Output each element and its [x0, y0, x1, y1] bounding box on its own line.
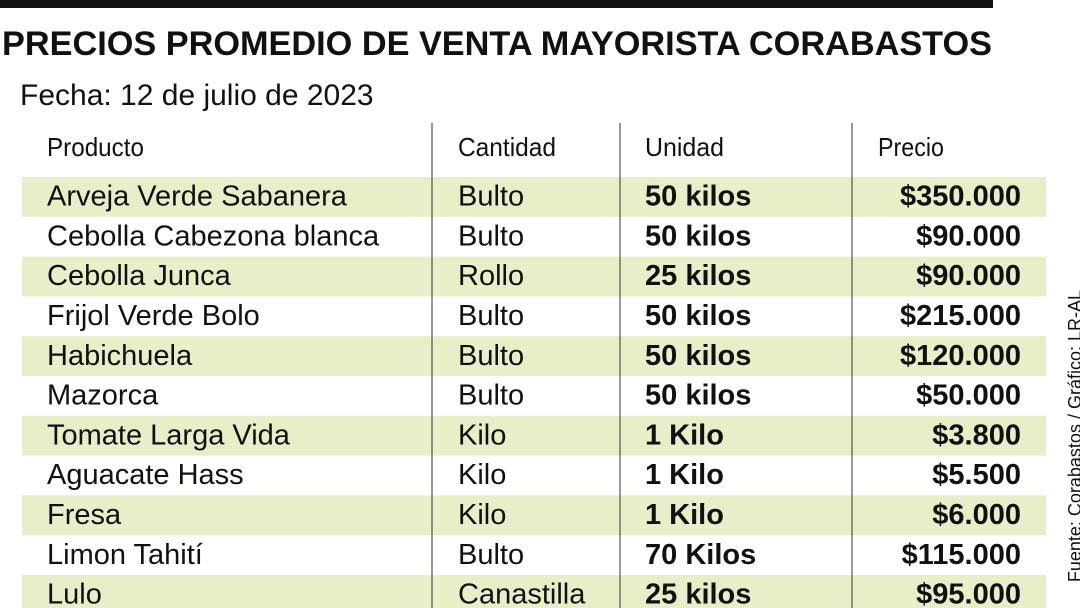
- subtitle: Fecha: 12 de julio de 2023: [20, 79, 374, 112]
- price: $5.500: [932, 459, 1021, 491]
- price: $120.000: [900, 340, 1021, 372]
- product: Frijol Verde Bolo: [47, 300, 260, 332]
- unit: 50 kilos: [645, 340, 751, 372]
- price: $115.000: [902, 539, 1021, 571]
- quantity: Bulto: [458, 220, 524, 252]
- unit: 1 Kilo: [645, 499, 724, 531]
- quantity: Kilo: [458, 419, 506, 451]
- row-stripe: [22, 575, 1046, 608]
- top-bar: [0, 0, 993, 8]
- price: $90.000: [916, 220, 1021, 252]
- quantity: Bulto: [458, 340, 524, 372]
- price: $90.000: [916, 260, 1021, 292]
- price: $6.000: [932, 499, 1021, 531]
- source: Fuente: Corabastos / Gráfico: LR-AL: [1065, 290, 1080, 582]
- row-stripe: [22, 336, 1046, 376]
- product: Cebolla Cabezona blanca: [47, 220, 380, 252]
- quantity: Kilo: [458, 499, 506, 531]
- product: Habichuela: [47, 340, 193, 372]
- product: Aguacate Hass: [47, 459, 244, 491]
- unit: 25 kilos: [645, 579, 751, 608]
- column-header: Cantidad: [458, 132, 556, 162]
- unit: 25 kilos: [645, 260, 751, 292]
- quantity: Bulto: [458, 539, 524, 571]
- product: Tomate Larga Vida: [47, 419, 291, 451]
- quantity: Kilo: [458, 459, 506, 491]
- title: PRECIOS PROMEDIO DE VENTA MAYORISTA CORA…: [2, 25, 992, 63]
- column-header: Unidad: [645, 132, 724, 162]
- quantity: Bulto: [458, 181, 524, 213]
- product: Cebolla Junca: [47, 260, 232, 292]
- price: $3.800: [932, 419, 1021, 451]
- quantity: Canastilla: [458, 579, 586, 608]
- row-stripe: [22, 415, 1046, 456]
- unit: 50 kilos: [645, 380, 751, 412]
- row-stripe: [22, 256, 1046, 297]
- row-stripe: [22, 177, 1046, 217]
- column-header: Precio: [878, 132, 944, 162]
- quantity: Rollo: [458, 260, 524, 292]
- price: $350.000: [900, 181, 1021, 213]
- quantity: Bulto: [458, 380, 524, 412]
- unit: 50 kilos: [645, 220, 751, 252]
- price: $50.000: [916, 380, 1021, 412]
- price: $215.000: [900, 300, 1021, 332]
- unit: 70 Kilos: [645, 539, 756, 571]
- row-stripe: [22, 495, 1046, 536]
- unit: 1 Kilo: [645, 419, 724, 451]
- product: Lulo: [47, 579, 102, 608]
- table: Producto Cantidad Unidad Precio Arveja Verde…: [22, 123, 1046, 608]
- unit: 1 Kilo: [645, 459, 724, 491]
- product: Arveja Verde Sabanera: [47, 181, 348, 213]
- quantity: Bulto: [458, 300, 524, 332]
- product: Limon Tahití: [47, 539, 203, 571]
- unit: 50 kilos: [645, 181, 751, 213]
- unit: 50 kilos: [645, 300, 751, 332]
- product: Fresa: [47, 499, 122, 531]
- price: $95.000: [916, 579, 1021, 608]
- product: Mazorca: [47, 380, 159, 412]
- column-header: Producto: [47, 132, 144, 162]
